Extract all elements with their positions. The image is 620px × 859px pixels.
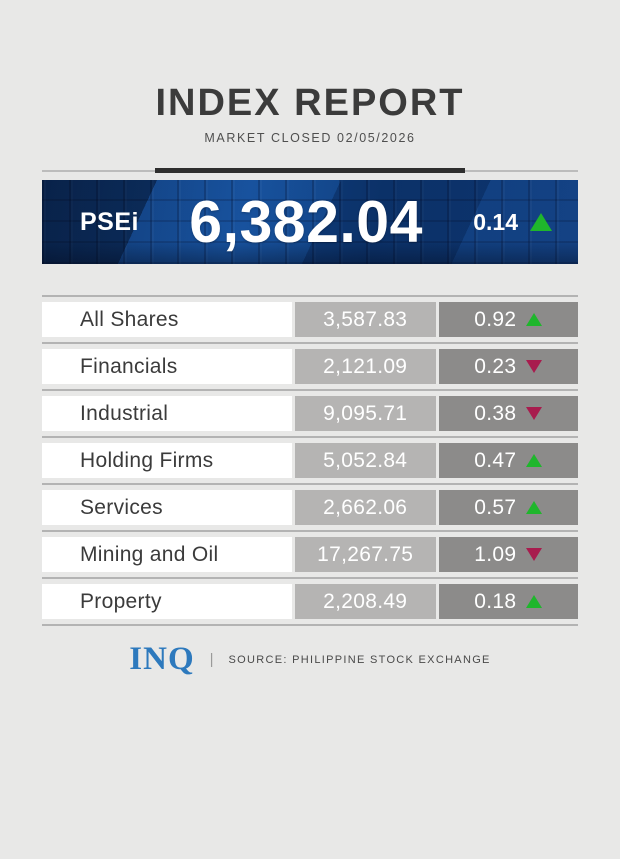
main-index-change: 0.14 xyxy=(473,209,552,236)
change-value: 0.57 xyxy=(474,495,517,519)
table-row: Financials 2,121.09 0.23 xyxy=(42,349,578,384)
page-subtitle: MARKET CLOSED 02/05/2026 xyxy=(204,131,416,145)
index-name-cell: Holding Firms xyxy=(42,443,292,478)
index-change-cell: 0.92 xyxy=(438,302,578,337)
up-triangle-icon xyxy=(526,501,543,514)
footer-pipe-divider: | xyxy=(209,651,214,668)
down-triangle-icon xyxy=(526,360,543,373)
index-value-cell: 17,267.75 xyxy=(294,537,436,572)
index-name-cell: Industrial xyxy=(42,396,292,431)
inq-logo: INQ xyxy=(129,641,195,677)
row-separator xyxy=(42,483,578,485)
index-table: All Shares 3,587.83 0.92 Financials 2,12… xyxy=(42,295,578,626)
infographic-page: INDEX REPORT MARKET CLOSED 02/05/2026 PS… xyxy=(0,84,620,859)
change-value: 0.92 xyxy=(474,307,517,331)
index-change-cell: 0.38 xyxy=(438,396,578,431)
index-value-cell: 5,052.84 xyxy=(294,443,436,478)
index-value-cell: 3,587.83 xyxy=(294,302,436,337)
row-separator xyxy=(42,389,578,391)
main-index-value: 6,382.04 xyxy=(189,189,423,255)
index-name-cell: All Shares xyxy=(42,302,292,337)
source-credit: SOURCE: PHILIPPINE STOCK EXCHANGE xyxy=(228,653,491,666)
index-value-cell: 2,208.49 xyxy=(294,584,436,619)
table-row: Property 2,208.49 0.18 xyxy=(42,584,578,619)
table-row: Services 2,662.06 0.57 xyxy=(42,490,578,525)
table-row: Mining and Oil 17,267.75 1.09 xyxy=(42,537,578,572)
index-name-cell: Services xyxy=(42,490,292,525)
row-separator xyxy=(42,530,578,532)
row-separator xyxy=(42,624,578,626)
footer: INQ | SOURCE: PHILIPPINE STOCK EXCHANGE xyxy=(0,643,620,676)
row-separator xyxy=(42,577,578,579)
up-triangle-icon xyxy=(526,595,543,608)
change-value: 0.18 xyxy=(474,589,517,613)
up-triangle-icon xyxy=(526,454,543,467)
index-change-cell: 0.57 xyxy=(438,490,578,525)
divider-thick-line xyxy=(155,168,465,173)
change-value: 0.23 xyxy=(474,354,517,378)
down-triangle-icon xyxy=(526,548,543,561)
table-row: Industrial 9,095.71 0.38 xyxy=(42,396,578,431)
index-change-cell: 0.47 xyxy=(438,443,578,478)
index-name-cell: Mining and Oil xyxy=(42,537,292,572)
index-name-cell: Financials xyxy=(42,349,292,384)
index-value-cell: 2,121.09 xyxy=(294,349,436,384)
row-separator xyxy=(42,436,578,438)
index-change-cell: 1.09 xyxy=(438,537,578,572)
table-row: All Shares 3,587.83 0.92 xyxy=(42,302,578,337)
row-separator xyxy=(42,295,578,297)
table-row: Holding Firms 5,052.84 0.47 xyxy=(42,443,578,478)
index-change-cell: 0.23 xyxy=(438,349,578,384)
main-index-change-value: 0.14 xyxy=(473,208,518,235)
page-title: INDEX REPORT xyxy=(155,82,465,124)
index-change-cell: 0.18 xyxy=(438,584,578,619)
up-triangle-icon xyxy=(526,313,543,326)
change-value: 0.38 xyxy=(474,401,517,425)
change-value: 0.47 xyxy=(474,448,517,472)
down-triangle-icon xyxy=(526,407,543,420)
title-divider xyxy=(42,167,578,174)
index-value-cell: 9,095.71 xyxy=(294,396,436,431)
up-triangle-icon xyxy=(530,213,552,231)
change-value: 1.09 xyxy=(474,542,517,566)
row-separator xyxy=(42,342,578,344)
psei-banner: PSEi 6,382.04 0.14 xyxy=(42,180,578,264)
index-value-cell: 2,662.06 xyxy=(294,490,436,525)
index-name-cell: Property xyxy=(42,584,292,619)
main-index-name: PSEi xyxy=(80,207,139,236)
